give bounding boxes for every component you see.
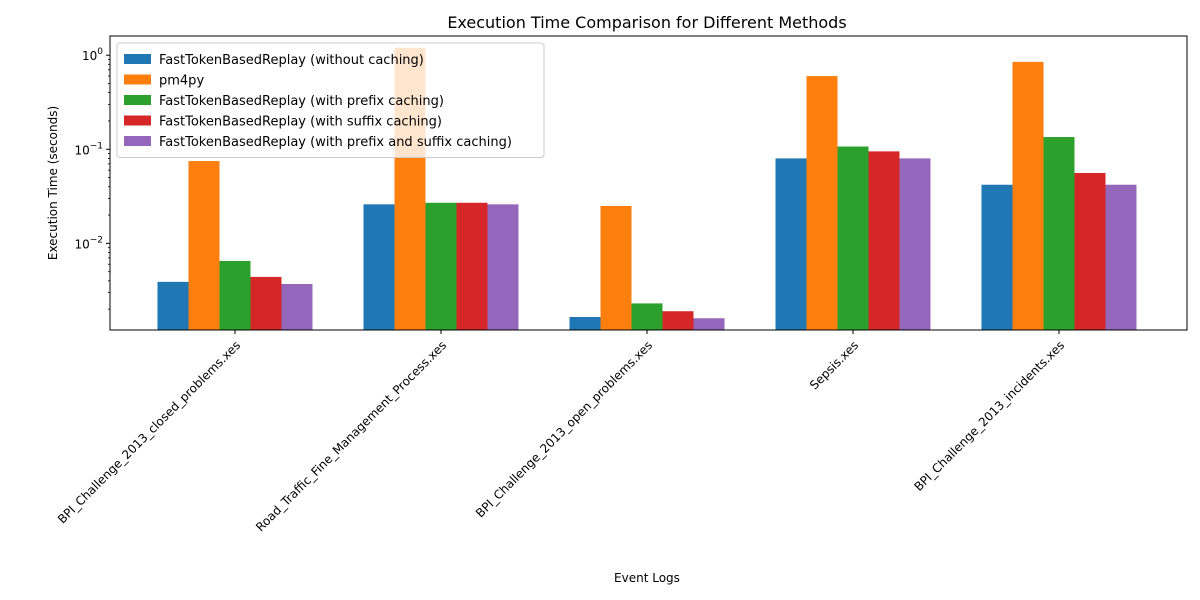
bar-series-3-category-1: [456, 202, 488, 330]
legend-label: FastTokenBasedReplay (with prefix and su…: [159, 135, 512, 150]
plot-area-frame: [109, 35, 1188, 331]
bar-series-4-category-4: [1105, 184, 1137, 330]
bar-series-3-category-2: [662, 311, 694, 330]
bar-series-4-category-1: [487, 204, 519, 330]
legend-swatch: [124, 115, 151, 126]
legend-swatch: [124, 95, 151, 105]
bar-series-0-category-1: [363, 204, 395, 330]
bar-series-1-category-2: [600, 205, 632, 330]
legend-swatch: [124, 136, 151, 146]
legend-label: pm4py: [159, 74, 204, 89]
bar-series-0-category-2: [569, 316, 601, 330]
bar-series-3-category-3: [868, 151, 900, 330]
legend-swatch: [124, 54, 151, 64]
bar-series-1-category-0: [188, 161, 220, 330]
bar-series-1-category-4: [1012, 61, 1044, 331]
bar-series-1-category-3: [806, 76, 838, 330]
bar-series-2-category-2: [631, 303, 663, 330]
legend-swatch: [124, 74, 151, 85]
legend-label: FastTokenBasedReplay (with prefix cachin…: [159, 94, 444, 109]
bar-series-2-category-3: [837, 146, 869, 330]
bar-series-3-category-0: [250, 276, 282, 330]
bar-series-0-category-0: [157, 281, 189, 330]
bar-series-4-category-0: [281, 283, 313, 330]
bar-series-4-category-2: [693, 318, 725, 330]
chart-title: Execution Time Comparison for Different …: [447, 13, 846, 32]
x-axis-title: Event Logs: [614, 571, 680, 585]
legend-label: FastTokenBasedReplay (with suffix cachin…: [159, 115, 442, 130]
y-axis-title: Execution Time (seconds): [46, 106, 60, 260]
bar-series-2-category-1: [425, 202, 457, 330]
bar-series-2-category-0: [219, 260, 251, 330]
bar-series-0-category-3: [775, 158, 807, 330]
legend: FastTokenBasedReplay (without caching) pm…: [116, 42, 545, 158]
bar-series-2-category-4: [1043, 137, 1075, 330]
legend-box: [116, 42, 545, 158]
legend-label: FastTokenBasedReplay (without caching): [159, 53, 424, 68]
bar-series-3-category-4: [1074, 172, 1106, 330]
bar-series-0-category-4: [981, 184, 1013, 330]
bar-series-4-category-3: [899, 158, 931, 330]
